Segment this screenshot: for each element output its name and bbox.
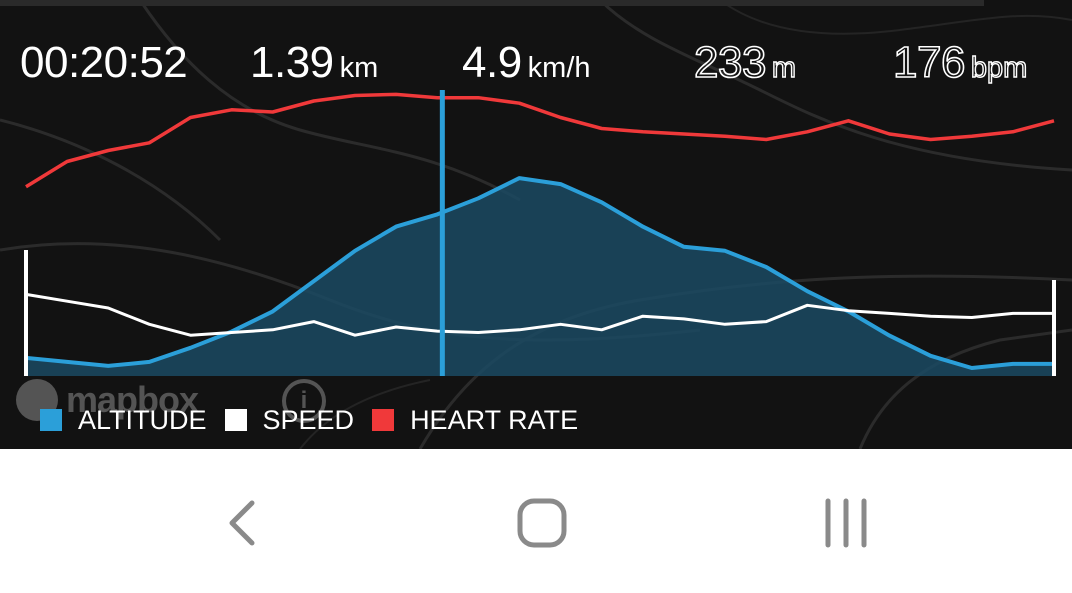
altitude-stat: 233 m — [693, 37, 797, 90]
legend-item-altitude: ALTITUDE — [40, 405, 207, 436]
heart-rate-stat: 176 bpm — [892, 37, 1028, 90]
altitude-value: 233 — [693, 37, 767, 88]
speed-stat: 4.9 km/h — [462, 38, 591, 90]
altitude-unit: m — [771, 51, 797, 84]
speed-swatch — [224, 409, 247, 431]
legend-label-altitude: ALTITUDE — [78, 404, 207, 435]
mapbox-wordmark: mapbox — [66, 379, 199, 420]
speed-value: 4.9 — [462, 38, 522, 87]
activity-graph[interactable] — [0, 0, 1072, 449]
legend-label-heart-rate: HEART RATE — [410, 404, 579, 435]
android-navigation-bar — [0, 449, 1072, 593]
heart-rate-line — [25, 92, 1055, 189]
legend-item-speed: SPEED — [224, 404, 355, 436]
activity-chart-panel[interactable]: 00:20:52 1.39 km 4.9 km/h 233 m 176 bpm mapb… — [0, 0, 1072, 449]
altitude-line — [25, 176, 1054, 370]
distance-unit: km — [339, 52, 379, 84]
altitude-area — [26, 178, 1054, 376]
altitude-swatch — [40, 409, 62, 431]
legend-item-heart-rate: HEART RATE — [372, 405, 578, 436]
home-icon[interactable] — [512, 497, 572, 549]
speed-line — [25, 292, 1054, 337]
top-handle-bar — [0, 0, 984, 6]
elapsed-time-value: 00:20:52 — [20, 38, 188, 87]
distance-stat: 1.39 km — [250, 38, 378, 90]
chart-legend: ALTITUDE SPEED HEART RATE — [40, 402, 596, 438]
mapbox-attribution[interactable]: mapbox i — [16, 377, 346, 423]
legend-label-speed: SPEED — [262, 404, 355, 435]
elapsed-time-stat: 00:20:52 — [20, 38, 188, 90]
back-icon[interactable] — [212, 497, 272, 549]
distance-value: 1.39 — [250, 38, 334, 87]
heart-rate-unit: bpm — [970, 51, 1028, 84]
speed-unit: km/h — [527, 52, 591, 84]
heart-rate-swatch — [372, 409, 395, 431]
info-icon[interactable]: i — [282, 379, 326, 423]
heart-rate-value: 176 — [892, 37, 966, 88]
recent-apps-icon[interactable] — [816, 497, 876, 549]
